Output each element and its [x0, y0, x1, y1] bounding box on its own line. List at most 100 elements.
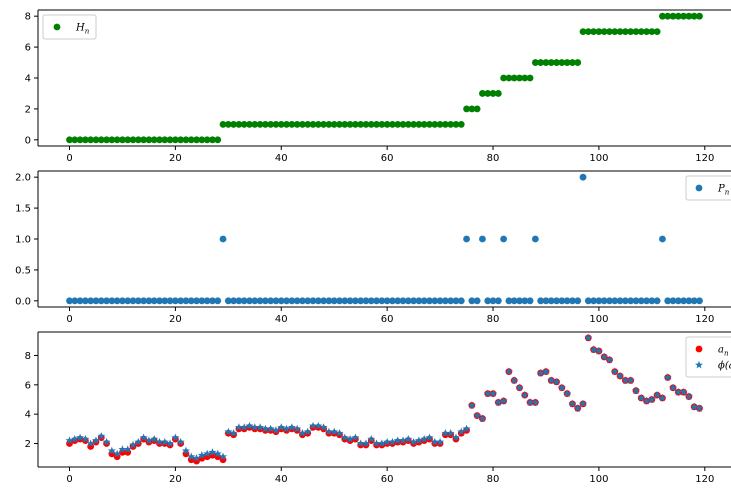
data-point — [420, 120, 428, 128]
data-point — [182, 297, 190, 305]
data-point — [494, 398, 503, 406]
data-point — [690, 402, 699, 411]
data-point — [373, 297, 380, 305]
data-point — [494, 297, 502, 305]
data-point — [81, 136, 89, 144]
data-point — [399, 297, 407, 305]
data-point — [526, 74, 534, 82]
data-point — [251, 120, 259, 128]
legend-box — [685, 175, 731, 201]
data-point — [553, 297, 560, 305]
data-point — [642, 396, 651, 405]
data-point — [436, 437, 445, 446]
data-point — [304, 297, 312, 305]
data-point — [389, 120, 396, 128]
data-point — [489, 297, 497, 305]
data-point — [229, 429, 238, 437]
data-point — [177, 136, 185, 144]
data-point — [346, 120, 354, 128]
data-point — [505, 74, 513, 82]
data-point — [134, 297, 142, 305]
data-point — [250, 423, 259, 431]
data-point — [209, 136, 216, 144]
data-point — [563, 389, 572, 398]
data-point — [526, 398, 535, 406]
data-point — [446, 429, 455, 437]
data-point — [97, 136, 105, 144]
data-point — [441, 429, 450, 437]
data-point — [579, 399, 588, 408]
data-point — [436, 120, 444, 128]
data-point — [558, 297, 566, 305]
data-point — [621, 376, 630, 384]
data-point — [643, 297, 650, 305]
data-point — [71, 136, 79, 144]
data-point — [574, 59, 582, 66]
data-point — [404, 297, 412, 305]
data-point — [531, 398, 540, 406]
series-phi-a-n- — [65, 333, 704, 462]
data-point — [394, 297, 402, 305]
data-point — [283, 297, 290, 305]
data-point — [663, 373, 672, 381]
data-point — [679, 387, 688, 396]
data-point — [203, 136, 211, 144]
data-point — [664, 12, 672, 20]
data-point — [277, 297, 285, 305]
data-point — [674, 387, 683, 396]
data-point — [266, 424, 275, 433]
legend-label: Hn — [75, 23, 90, 36]
data-point — [256, 120, 264, 128]
y-tick-label: 0 — [25, 135, 31, 146]
data-point — [690, 12, 698, 20]
data-point — [76, 297, 84, 305]
data-point — [166, 136, 174, 144]
data-point — [240, 423, 249, 431]
y-tick-label: 2.0 — [15, 173, 31, 184]
data-point — [389, 297, 396, 305]
data-point — [113, 297, 121, 305]
data-point — [155, 437, 164, 446]
data-point — [161, 136, 169, 144]
data-point — [192, 454, 201, 462]
data-point — [356, 439, 365, 447]
data-point — [336, 120, 343, 128]
data-point — [246, 120, 253, 128]
data-point — [606, 28, 613, 36]
data-point — [473, 297, 481, 305]
data-point — [441, 297, 449, 305]
data-point — [574, 297, 582, 305]
data-point — [414, 436, 423, 444]
data-point — [288, 120, 296, 128]
data-point — [298, 429, 307, 437]
data-point — [246, 297, 253, 305]
y-tick-label: 4 — [25, 74, 31, 85]
data-point — [367, 297, 375, 305]
data-point — [590, 297, 598, 305]
data-point — [685, 12, 693, 20]
data-point — [209, 297, 216, 305]
x-tick-label: 80 — [487, 153, 500, 164]
data-point — [610, 367, 619, 376]
data-point — [230, 120, 238, 128]
data-point — [341, 120, 349, 128]
data-point — [66, 297, 73, 305]
data-point — [118, 445, 127, 453]
data-point — [293, 297, 301, 305]
data-point — [558, 59, 566, 66]
data-point — [261, 424, 270, 433]
data-point — [504, 367, 513, 376]
data-point — [547, 297, 555, 305]
data-point — [346, 297, 354, 305]
data-point — [515, 383, 524, 392]
y-tick-label: 6 — [25, 43, 31, 54]
data-point — [410, 297, 418, 305]
data-point — [542, 297, 550, 305]
data-point — [415, 120, 423, 128]
data-point — [166, 439, 175, 447]
data-point — [648, 297, 656, 305]
data-point — [65, 436, 74, 444]
data-point — [536, 368, 545, 377]
data-point — [373, 120, 380, 128]
